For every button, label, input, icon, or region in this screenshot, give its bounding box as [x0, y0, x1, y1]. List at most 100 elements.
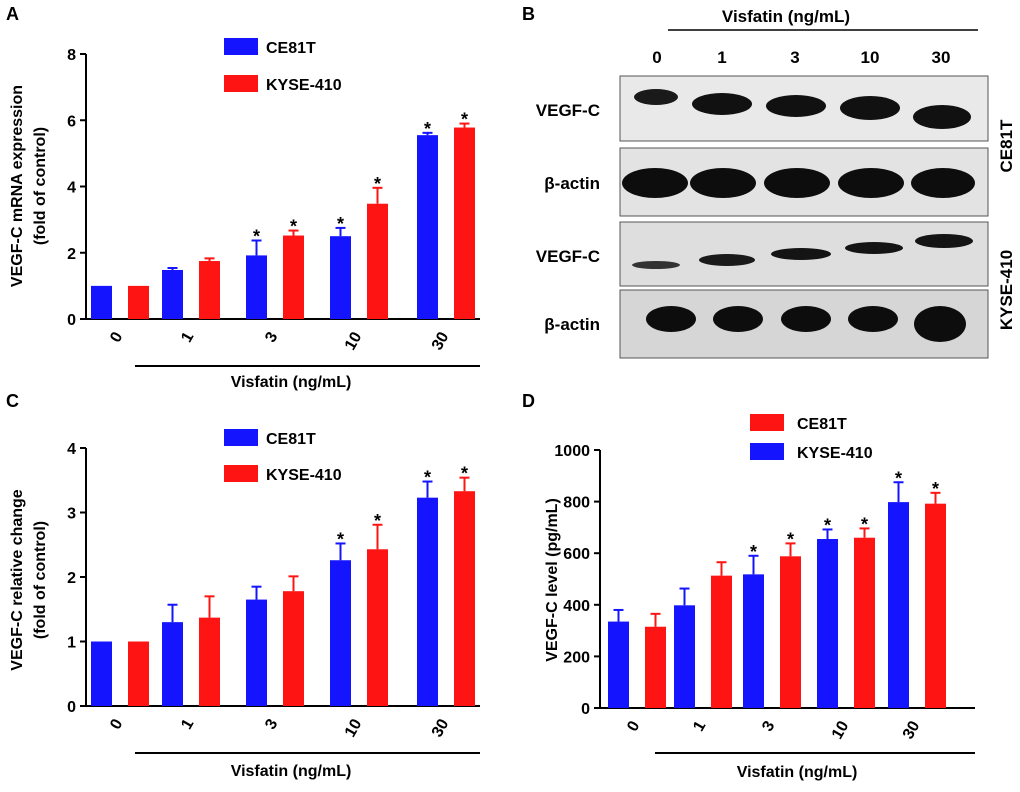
bar [817, 539, 838, 708]
significance-marker: * [787, 529, 794, 549]
legend-label: KYSE-410 [266, 77, 342, 94]
significance-marker: * [461, 464, 468, 484]
x-tick-label: 0 [624, 718, 643, 734]
bar [162, 622, 183, 706]
legend-swatch [224, 429, 258, 446]
legend-label: CE81T [266, 431, 316, 448]
blot-cell-line-ce81t: CE81T [997, 119, 1016, 173]
blot-dose-1: 1 [717, 48, 726, 67]
bar [162, 269, 183, 319]
x-tick-label: 0 [107, 329, 126, 345]
bar [367, 549, 388, 706]
y-tick-label: 8 [67, 47, 76, 64]
x-tick-label: 3 [262, 329, 281, 345]
legend-label: CE81T [797, 416, 847, 433]
blot-title: Visfatin (ng/mL) [722, 7, 850, 26]
band-actin-ce81t-1 [690, 168, 756, 198]
significance-marker: * [337, 214, 344, 234]
y-tick-label: 0 [67, 699, 76, 716]
y-tick-label: 4 [67, 180, 76, 197]
bar [246, 599, 267, 706]
x-axis-label: Visfatin (ng/mL) [231, 763, 352, 780]
panel-letter-b: B [522, 4, 535, 24]
y-axis-label-line2: (fold of control) [32, 521, 49, 639]
panel-letter-d: D [522, 391, 535, 411]
band-vegfc-ce81t-0 [634, 89, 678, 105]
legend-label: KYSE-410 [266, 467, 342, 484]
bar [283, 235, 304, 319]
significance-marker: * [461, 110, 468, 130]
bar [608, 621, 629, 708]
bar [367, 203, 388, 319]
blot-dose-10: 10 [861, 48, 880, 67]
x-tick-label: 3 [262, 716, 281, 732]
y-axis-label: VEGF-C mRNA expression [9, 85, 26, 287]
band-vegfc-kyse410-1 [699, 254, 755, 266]
blot-dose-0: 0 [652, 48, 661, 67]
y-tick-label: 1 [67, 635, 76, 652]
y-tick-label: 3 [67, 506, 76, 523]
band-actin-kyse410-30 [914, 306, 966, 342]
band-actin-ce81t-3 [764, 168, 830, 198]
bar [743, 574, 764, 708]
significance-marker: * [374, 511, 381, 531]
bar [645, 626, 666, 708]
y-tick-label: 200 [563, 649, 590, 666]
y-tick-label: 0 [581, 701, 590, 718]
band-actin-kyse410-3 [781, 306, 831, 332]
x-tick-label: 0 [107, 716, 126, 732]
band-vegfc-kyse410-30 [915, 234, 973, 248]
band-vegfc-kyse410-10 [845, 242, 903, 254]
blot-row-label-actin-1: β-actin [544, 174, 600, 193]
blot-cell-line-kyse410: KYSE-410 [997, 250, 1016, 330]
significance-marker: * [895, 468, 902, 488]
blot-row-label-vegfc-2: VEGF-C [536, 247, 600, 266]
y-tick-label: 1000 [554, 443, 590, 460]
y-tick-label: 2 [67, 246, 76, 263]
band-vegfc-kyse410-3 [771, 248, 831, 260]
x-tick-label: 3 [759, 718, 778, 734]
band-actin-ce81t-0 [622, 168, 688, 198]
bar [854, 537, 875, 708]
y-tick-label: 400 [563, 598, 590, 615]
significance-marker: * [290, 217, 297, 237]
x-tick-label: 1 [690, 718, 709, 734]
bar [454, 127, 475, 319]
x-tick-label: 10 [342, 329, 366, 353]
bar [417, 135, 438, 319]
band-actin-ce81t-30 [911, 168, 975, 198]
bar [417, 497, 438, 706]
blot-dose-3: 3 [790, 48, 799, 67]
legend-swatch [750, 414, 784, 431]
x-tick-label: 30 [429, 329, 453, 353]
band-actin-kyse410-10 [848, 306, 898, 332]
x-tick-label: 10 [829, 718, 853, 742]
bar [711, 575, 732, 708]
bar [925, 503, 946, 708]
y-tick-label: 4 [67, 441, 76, 458]
y-tick-label: 2 [67, 570, 76, 587]
bar [674, 605, 695, 708]
band-vegfc-ce81t-30 [913, 105, 971, 129]
x-axis-label: Visfatin (ng/mL) [737, 764, 858, 781]
bar [454, 491, 475, 706]
significance-marker: * [861, 514, 868, 534]
significance-marker: * [424, 119, 431, 139]
panel-letter-a: A [6, 4, 19, 24]
significance-marker: * [750, 542, 757, 562]
y-axis-label-line2: (fold of control) [32, 127, 49, 245]
chart-a: 0 2 4 6 8 * * * * * * 0 1 3 10 30 Visfatin (ng/mL) VEGF-C… [9, 38, 480, 391]
band-actin-kyse410-0 [646, 306, 696, 332]
bar [199, 261, 220, 319]
legend-label: KYSE-410 [797, 445, 873, 462]
y-tick-label: 0 [67, 312, 76, 329]
band-actin-kyse410-1 [713, 306, 763, 332]
western-blot-panel: Visfatin (ng/mL) 0 1 3 10 30 [536, 7, 1016, 359]
legend-swatch [224, 465, 258, 482]
bar [780, 556, 801, 708]
legend-swatch [224, 75, 258, 92]
x-tick-label: 10 [342, 716, 366, 740]
y-tick-label: 800 [563, 495, 590, 512]
panel-letter-c: C [6, 391, 19, 411]
